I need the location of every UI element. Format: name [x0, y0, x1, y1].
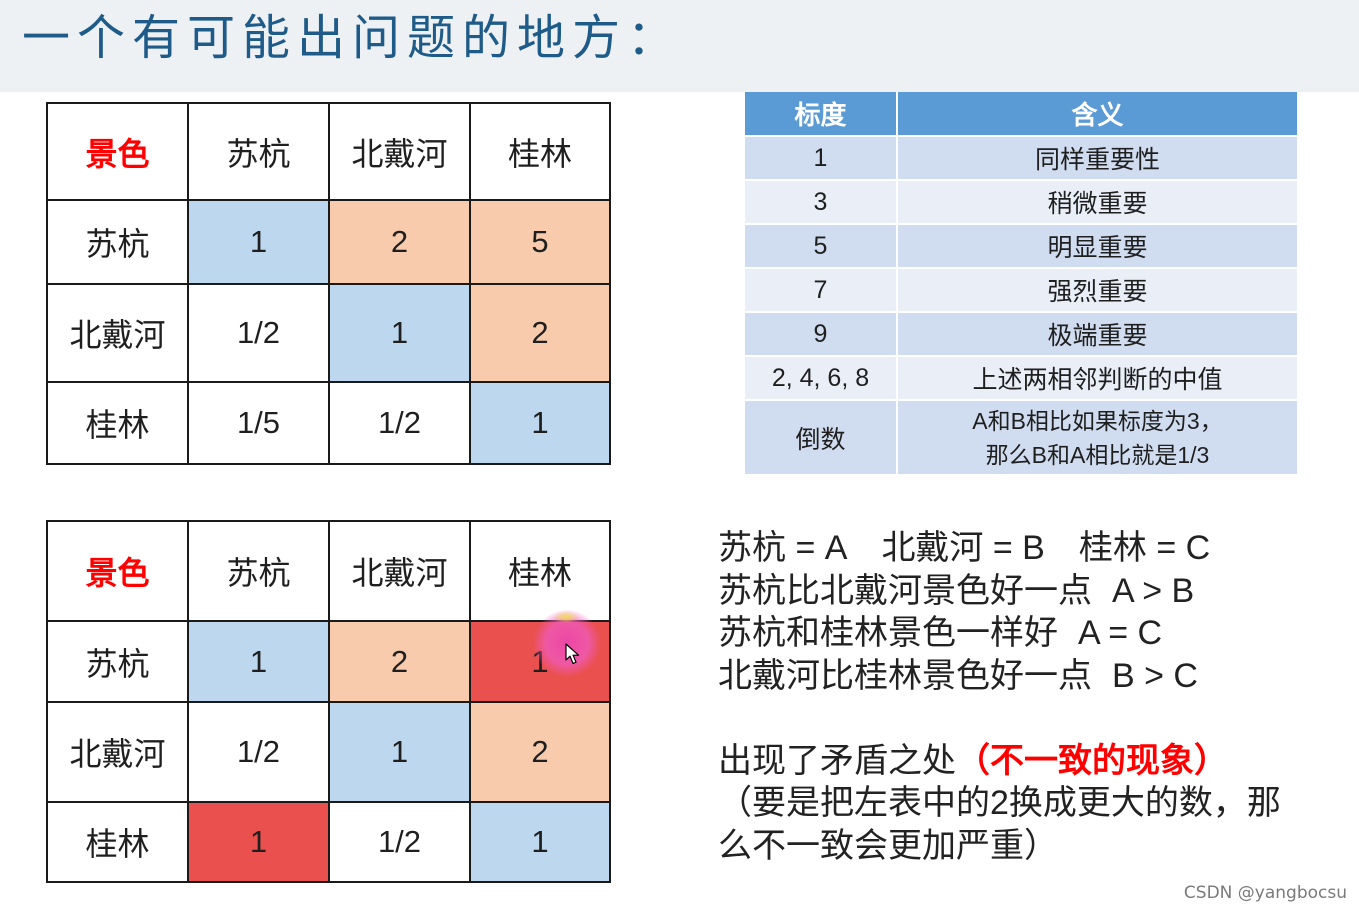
cell-suhang-suhang: 1	[189, 622, 330, 703]
scale-table: 标度 含义 1 同样重要性 3 稍微重要 5 明显重要 7 强烈重要 9 极端重…	[745, 92, 1297, 474]
column-header-suhang: 苏杭	[189, 104, 330, 201]
cell-beidaihe-beidaihe: 1	[330, 285, 471, 383]
comparison-line: 苏杭比北戴河景色好一点 A > B	[718, 570, 1348, 613]
scale-meaning: 同样重要性	[898, 137, 1297, 179]
scale-meaning: 上述两相邻判断的中值	[898, 357, 1297, 399]
definition-item: 苏杭 = A	[718, 529, 848, 567]
cell-suhang-suhang: 1	[189, 201, 330, 285]
definition-item: 桂林 = C	[1078, 529, 1211, 567]
cell-guilin-beidaihe: 1/2	[330, 383, 471, 463]
column-header-guilin: 桂林	[471, 104, 609, 201]
conflict-line: 出现了矛盾之处（不一致的现象）	[718, 740, 1348, 783]
cell-beidaihe-suhang: 1/2	[189, 285, 330, 383]
cell-suhang-beidaihe: 2	[330, 622, 471, 703]
comparison-relation: A > B	[1112, 571, 1195, 610]
conflict-detail-line: （要是把左表中的2换成更大的数，那	[718, 784, 1281, 822]
row-header-guilin: 桂林	[48, 383, 189, 463]
column-header-suhang: 苏杭	[189, 522, 330, 622]
definition-item: 北戴河 = B	[881, 529, 1045, 567]
column-header-beidaihe: 北戴河	[330, 522, 471, 622]
scale-meaning: 明显重要	[898, 225, 1297, 267]
conflict-lead: 出现了矛盾之处	[718, 741, 956, 780]
scale-meaning: 极端重要	[898, 313, 1297, 355]
comparison-statement: 北戴河比桂林景色好一点	[718, 656, 1092, 695]
row-header-suhang: 苏杭	[48, 201, 189, 285]
mouse-cursor-icon	[565, 643, 580, 665]
watermark: CSDN @yangbocsu	[1183, 883, 1347, 903]
matrix-corner-label: 景色	[48, 104, 189, 201]
title-bar: 一个有可能出问题的地方：	[0, 0, 1359, 92]
comparison-matrix-top: 景色 苏杭 北戴河 桂林 苏杭 1 2 5 北戴河 1/2 1 2 桂林 1/5…	[46, 102, 611, 465]
scale-meaning-line: 那么B和A相比就是1/3	[985, 441, 1210, 468]
row-header-guilin: 桂林	[48, 803, 189, 881]
scale-header: 标度	[745, 92, 896, 135]
column-header-beidaihe: 北戴河	[330, 104, 471, 201]
scale-meaning: A和B相比如果标度为3， 那么B和A相比就是1/3	[898, 401, 1297, 474]
cell-guilin-beidaihe: 1/2	[330, 803, 471, 881]
cell-beidaihe-guilin: 2	[471, 703, 609, 803]
variable-definitions: 苏杭 = A 北戴河 = B 桂林 = C	[718, 527, 1348, 570]
cell-guilin-guilin: 1	[471, 383, 609, 463]
cell-beidaihe-guilin: 2	[471, 285, 609, 383]
cell-beidaihe-beidaihe: 1	[330, 703, 471, 803]
conflict-highlight: （不一致的现象）	[956, 741, 1228, 780]
scale-value: 倒数	[745, 401, 896, 474]
comparison-line: 苏杭和桂林景色一样好 A = C	[718, 612, 1348, 655]
row-header-beidaihe: 北戴河	[48, 703, 189, 803]
cell-guilin-suhang: 1	[189, 803, 330, 881]
scale-value: 2, 4, 6, 8	[745, 357, 896, 399]
analysis-notes: 苏杭 = A 北戴河 = B 桂林 = C 苏杭比北戴河景色好一点 A > B 苏杭和…	[718, 527, 1348, 867]
scale-meaning: 强烈重要	[898, 269, 1297, 311]
comparison-matrix-bottom: 景色 苏杭 北戴河 桂林 苏杭 1 2 1 北戴河 1/2 1 2 桂林 1 1…	[46, 520, 611, 883]
matrix-corner-label: 景色	[48, 522, 189, 622]
meaning-header: 含义	[898, 92, 1297, 135]
cell-guilin-suhang: 1/5	[189, 383, 330, 463]
cell-suhang-guilin: 5	[471, 201, 609, 285]
slide-title: 一个有可能出问题的地方：	[22, 10, 683, 66]
cursor-highlight-arc	[553, 611, 579, 623]
scale-meaning: 稍微重要	[898, 181, 1297, 223]
cell-guilin-guilin: 1	[471, 803, 609, 881]
comparison-relation: A = C	[1078, 614, 1163, 652]
comparison-line: 北戴河比桂林景色好一点 B > C	[718, 655, 1348, 698]
comparison-statement: 苏杭和桂林景色一样好	[718, 614, 1058, 652]
conflict-detail-line: 么不一致会更加严重）	[718, 826, 1058, 865]
scale-value: 3	[745, 181, 896, 223]
scale-meaning-line: A和B相比如果标度为3，	[972, 407, 1223, 434]
comparison-statement: 苏杭比北戴河景色好一点	[718, 571, 1092, 610]
cell-suhang-beidaihe: 2	[330, 201, 471, 285]
row-header-suhang: 苏杭	[48, 622, 189, 703]
scale-value: 9	[745, 313, 896, 355]
cell-beidaihe-suhang: 1/2	[189, 703, 330, 803]
row-header-beidaihe: 北戴河	[48, 285, 189, 383]
comparison-relation: B > C	[1112, 656, 1198, 695]
scale-value: 1	[745, 137, 896, 179]
column-header-guilin: 桂林	[471, 522, 609, 622]
scale-value: 7	[745, 269, 896, 311]
scale-value: 5	[745, 225, 896, 267]
